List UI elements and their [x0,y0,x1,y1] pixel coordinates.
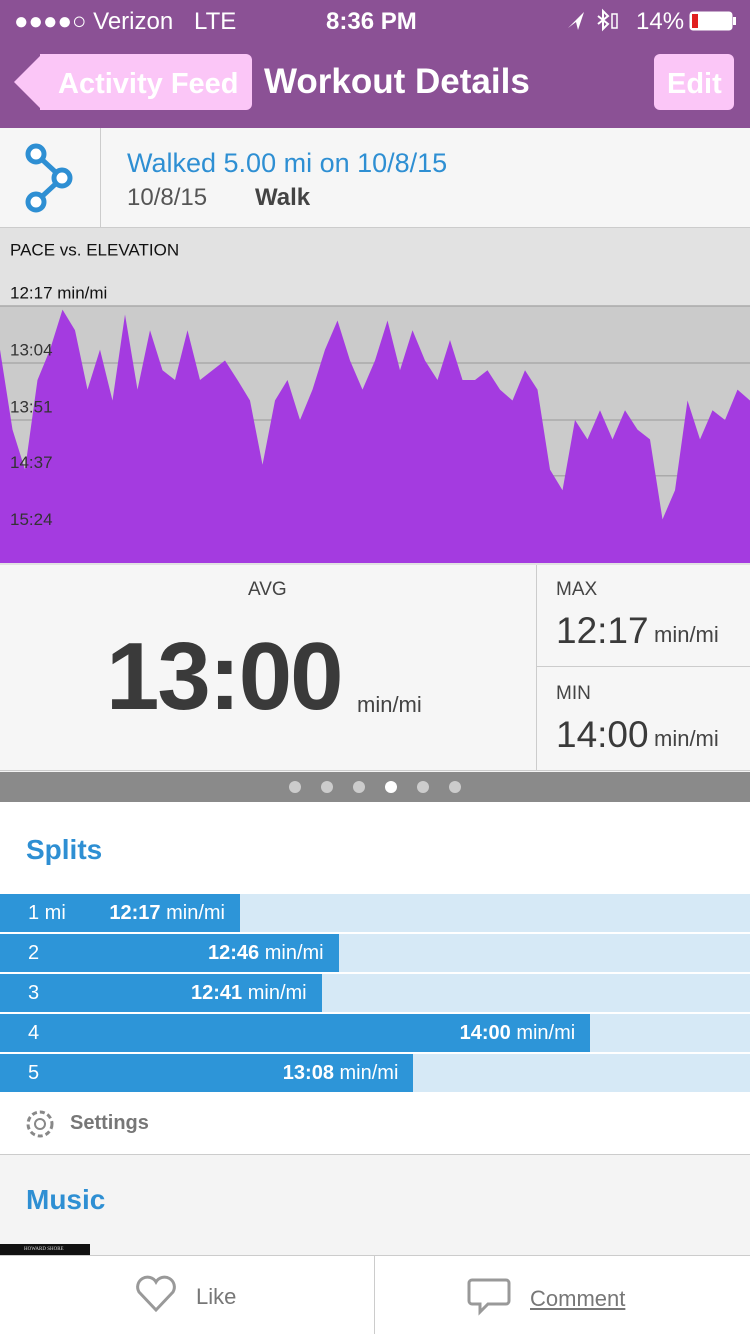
y-tick-label: 13:04 [10,340,53,359]
y-tick-label: 12:17 min/mi [10,283,107,302]
route-icon [25,143,73,213]
split-row: 1 mi 12:17 min/mi [0,894,750,932]
chart-title: PACE vs. ELEVATION [10,240,179,259]
split-label: 5 [28,1062,40,1084]
split-label: 3 [28,982,40,1004]
split-bar [0,974,322,1012]
workout-title[interactable]: Walked 5.00 mi on 10/8/15 [127,148,448,178]
split-row: 4 14:00 min/mi [0,1014,750,1052]
split-pace: 13:08 min/mi [283,1062,399,1085]
splits-title: Splits [26,834,103,865]
avg-label: AVG [248,579,287,600]
split-time: 12:17 [109,902,161,924]
avg-value: 13:00 [106,623,344,730]
pace-area [0,309,750,563]
back-arrow [14,54,42,110]
min-label: MIN [556,683,591,704]
page-dot[interactable] [321,781,333,793]
split-time: 12:46 [208,942,260,964]
split-pace: 12:17 min/mi [109,902,225,925]
back-label[interactable]: Activity Feed [58,68,239,100]
divider [374,1256,375,1334]
settings-label[interactable]: Settings [70,1112,149,1134]
workout-activity: Walk [255,184,311,211]
max-label: MAX [556,579,598,600]
page-dot[interactable] [417,781,429,793]
split-pace: 12:46 min/mi [208,942,324,965]
min-value: 14:00 [556,714,649,755]
page-dot-active[interactable] [385,781,397,793]
edit-button[interactable]: Edit [654,54,734,110]
clock: 8:36 PM [326,8,417,35]
album-art[interactable]: HOWARD SHORE [0,1244,90,1256]
split-unit: min/mi [339,1062,399,1084]
music-title: Music [26,1184,106,1215]
workout-date: 10/8/15 [127,184,208,211]
split-bar [0,1014,591,1052]
battery-percent: 14% [636,8,685,35]
split-time: 14:00 [459,1022,511,1044]
split-pace: 12:41 min/mi [191,982,307,1005]
stats [0,565,750,771]
settings-icon[interactable] [22,1106,58,1142]
y-tick-label: 13:51 [10,397,53,416]
divider [0,1154,750,1155]
carrier: ●●●●○ Verizon [14,8,174,35]
split-bar [0,894,240,932]
comment-label[interactable]: Comment [530,1286,626,1311]
split-bar [0,934,339,972]
divider [537,666,750,667]
split-row: 2 12:46 min/mi [0,934,750,972]
split-bar [0,1054,414,1092]
pager [0,772,750,802]
network: LTE [194,8,237,35]
split-unit: min/mi [516,1022,576,1044]
comment-icon[interactable] [466,1276,512,1316]
avg-unit: min/mi [357,692,422,717]
workout-header [0,128,750,228]
split-pace: 14:00 min/mi [460,1022,576,1045]
like-label[interactable]: Like [196,1284,237,1309]
split-row: 3 12:41 min/mi [0,974,750,1012]
split-unit: min/mi [166,902,225,924]
page-dot[interactable] [289,781,301,793]
split-time: 12:41 [191,982,243,1004]
divider [536,565,537,771]
page-dot[interactable] [353,781,365,793]
y-tick-label: 14:37 [10,453,53,472]
split-unit: min/mi [264,942,324,964]
min-unit: min/mi [654,726,719,751]
back-button[interactable] [40,54,252,110]
page-dot[interactable] [449,781,461,793]
divider [100,128,101,228]
split-time: 13:08 [282,1062,334,1084]
like-icon[interactable] [134,1274,178,1314]
footer [0,1255,750,1334]
max-value: 12:17 [556,610,649,651]
pace-chart: PACE vs. ELEVATION 12:17 min/mi 13:04 13:5… [0,228,750,565]
split-row: 5 13:08 min/mi [0,1054,750,1092]
split-label: 1 mi [28,902,66,924]
status-icons [568,8,736,32]
max-unit: min/mi [654,622,719,647]
split-label: 2 [28,942,40,964]
nav-title: Workout Details [264,62,530,101]
y-tick-label: 15:24 [10,510,53,529]
split-label: 4 [28,1022,40,1044]
split-unit: min/mi [247,982,307,1004]
